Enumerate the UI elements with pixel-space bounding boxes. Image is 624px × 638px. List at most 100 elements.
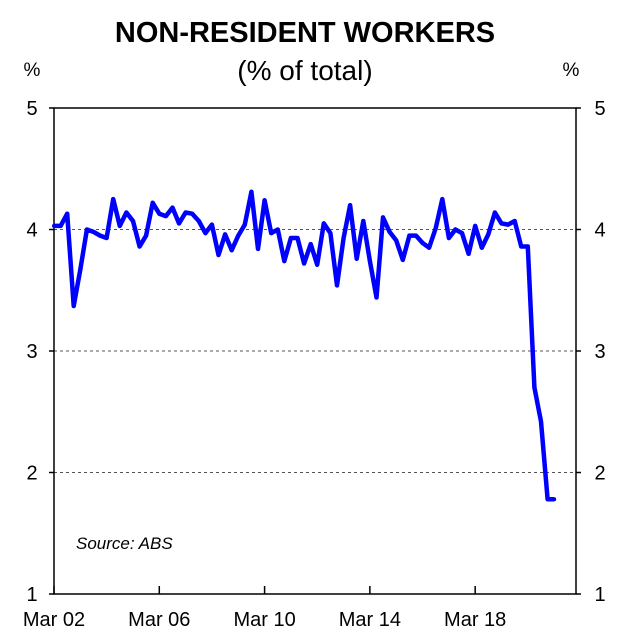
data-point <box>414 233 418 238</box>
data-point <box>275 227 280 232</box>
data-point <box>400 257 405 262</box>
y-tick-label-right: 3 <box>594 341 605 363</box>
data-point <box>144 233 149 238</box>
data-point <box>525 244 530 249</box>
data-point <box>190 211 195 216</box>
data-point <box>84 227 89 232</box>
data-point <box>150 200 155 205</box>
data-point <box>479 245 484 250</box>
data-point <box>539 419 543 424</box>
data-point <box>137 244 142 249</box>
data-point <box>519 244 524 249</box>
data-point <box>328 231 333 236</box>
data-point <box>262 198 267 203</box>
y-tick-label-right: 2 <box>594 463 605 485</box>
data-point <box>433 226 438 231</box>
data-point <box>203 231 208 236</box>
data-point <box>381 215 385 220</box>
data-point <box>335 283 339 288</box>
data-point <box>348 203 353 208</box>
axis-ticks <box>49 107 581 595</box>
data-point <box>111 197 116 202</box>
data-point <box>196 219 201 223</box>
chart-subtitle: (% of total) <box>237 55 372 86</box>
data-point <box>242 222 247 227</box>
series-layer <box>52 189 557 502</box>
data-point <box>104 236 109 240</box>
data-point <box>374 295 379 300</box>
data-point <box>341 236 346 240</box>
data-point <box>65 211 70 216</box>
data-point <box>512 219 517 223</box>
data-point <box>394 238 399 243</box>
data-point <box>545 497 550 502</box>
data-point <box>354 256 359 261</box>
data-point <box>124 210 129 215</box>
x-tick-label: Mar 06 <box>128 609 190 631</box>
y-tick-label-left: 2 <box>26 463 37 485</box>
data-point <box>321 221 326 226</box>
data-point <box>552 497 557 502</box>
data-point <box>427 245 432 250</box>
x-tick-label: Mar 02 <box>23 609 85 631</box>
data-point <box>78 267 83 272</box>
data-point <box>71 304 76 308</box>
data-point <box>295 236 300 240</box>
data-point <box>223 232 228 237</box>
series-line <box>54 189 555 502</box>
data-point <box>91 229 96 234</box>
source-note: Source: ABS <box>76 534 173 553</box>
x-tick-label: Mar 18 <box>444 609 506 631</box>
data-point <box>460 231 464 236</box>
data-point <box>361 219 366 223</box>
y-tick-label-left: 3 <box>26 341 37 363</box>
data-point <box>236 233 241 238</box>
chart-title: NON-RESIDENT WORKERS <box>115 17 495 49</box>
data-point <box>131 219 135 223</box>
data-point <box>163 214 168 219</box>
data-point <box>499 221 504 226</box>
y-tick-label-right: 5 <box>594 98 605 120</box>
data-point <box>229 248 234 253</box>
data-point <box>249 189 254 194</box>
gridlines <box>54 229 576 473</box>
data-point <box>466 251 471 256</box>
data-point <box>288 236 293 240</box>
y-tick-label-right: 4 <box>594 220 605 242</box>
data-point <box>269 231 274 236</box>
data-point <box>282 259 287 264</box>
data-point <box>302 261 307 266</box>
data-point <box>315 262 320 267</box>
axis-tick-labels: 1 1 2 2 3 3 4 4 5 5 Mar 02 Mar 06 Mar 10 Mar 14 Mar 18 <box>23 98 606 631</box>
data-point <box>387 229 392 234</box>
data-point <box>170 205 175 210</box>
y-unit-right: % <box>563 60 580 81</box>
data-point <box>473 223 478 228</box>
x-tick-label: Mar 10 <box>233 609 295 631</box>
data-point <box>98 233 103 238</box>
data-point <box>58 223 63 228</box>
data-point <box>183 210 188 215</box>
y-tick-label-left: 4 <box>26 220 37 242</box>
data-point <box>446 236 451 240</box>
x-tick-label: Mar 14 <box>339 609 401 631</box>
data-point <box>532 385 537 390</box>
data-point <box>177 221 181 226</box>
y-unit-left: % <box>24 60 41 81</box>
data-point <box>420 240 425 245</box>
y-tick-label-left: 5 <box>26 98 37 120</box>
data-point <box>367 259 372 264</box>
data-point <box>117 223 122 228</box>
data-point <box>492 210 497 215</box>
data-point <box>157 211 162 216</box>
y-tick-label-right: 1 <box>594 584 605 606</box>
data-point <box>216 253 221 257</box>
data-point <box>506 222 511 227</box>
data-point <box>256 246 260 251</box>
data-point <box>486 232 491 237</box>
data-point <box>209 222 214 227</box>
data-point <box>308 242 313 247</box>
data-point <box>407 233 412 238</box>
data-point <box>440 197 445 202</box>
